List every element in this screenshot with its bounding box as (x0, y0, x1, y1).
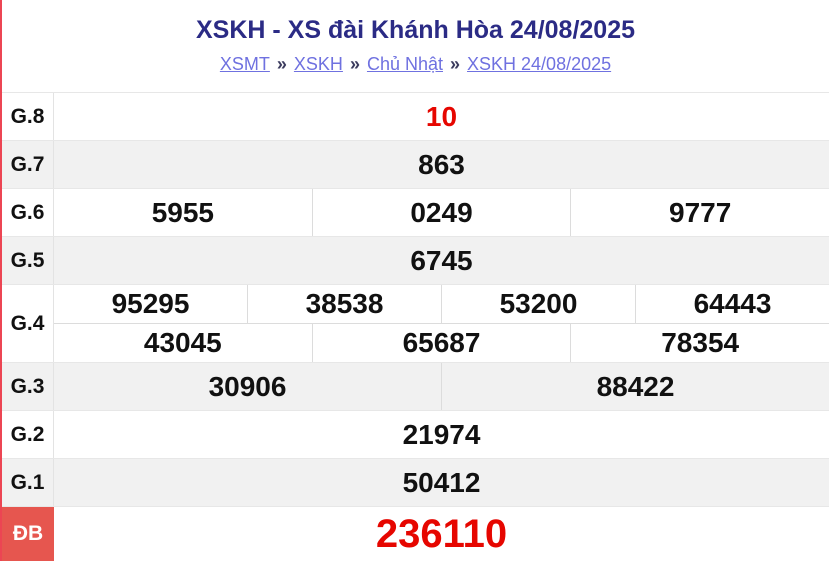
prize-number: 5955 (151, 196, 214, 228)
prize-number: 53200 (441, 285, 635, 323)
breadcrumb-link-xskh[interactable]: XSKH (293, 54, 343, 74)
prize-row-g1: G.1 50412 (2, 458, 829, 506)
page-title: XSKH - XS đài Khánh Hòa 24/08/2025 (195, 16, 636, 44)
prize-row-g3: G.3 30906 88422 (2, 362, 829, 410)
prize-number: 9777 (570, 189, 829, 236)
prize-label-g5: G.5 (2, 237, 54, 284)
prize-row-g2: G.2 21974 (2, 410, 829, 458)
prize-label-g4: G.4 (2, 285, 54, 362)
prize-number: 0249 (311, 189, 571, 236)
prize-row-special: ĐB 236110 (2, 506, 829, 561)
prize-number: 30906 (208, 370, 287, 402)
prize-number: 6745 (410, 244, 473, 276)
special-prize-number: 236110 (375, 511, 508, 556)
prize-row-g5: G.5 6745 (2, 236, 829, 284)
breadcrumb-link-weekday[interactable]: Chủ Nhật (366, 54, 443, 74)
prize-number: 50412 (402, 466, 481, 498)
prize-number: 10 (425, 100, 458, 132)
prize-row-g4: G.4 95295 38538 53200 64443 43045 65687 … (2, 284, 829, 362)
breadcrumb-separator: » (450, 54, 461, 74)
breadcrumb: XSMT » XSKH » Chủ Nhật » XSKH 24/08/2025 (2, 54, 829, 75)
prize-number: 43045 (143, 327, 222, 358)
prize-label-g3: G.3 (2, 363, 54, 410)
prize-label-g1: G.1 (2, 459, 54, 506)
prize-label-g7: G.7 (2, 141, 54, 188)
prize-row-g7: G.7 863 (2, 140, 829, 188)
prize-number: 863 (418, 148, 465, 180)
prize-label-g8: G.8 (2, 93, 54, 140)
breadcrumb-separator: » (349, 54, 360, 74)
results-table: G.8 10 G.7 863 G.6 5955 0249 9777 G.5 67… (2, 92, 829, 561)
prize-label-special: ĐB (2, 507, 54, 561)
page-header: XSKH - XS đài Khánh Hòa 24/08/2025 XSMT »… (2, 0, 829, 92)
prize-number: 38538 (247, 285, 441, 323)
prize-number: 95295 (111, 288, 190, 319)
prize-number: 64443 (635, 285, 829, 323)
prize-number: 78354 (570, 324, 829, 362)
prize-number: 21974 (402, 418, 481, 450)
breadcrumb-separator: » (276, 54, 287, 74)
prize-number: 65687 (311, 324, 571, 362)
prize-label-g2: G.2 (2, 411, 54, 458)
prize-label-g6: G.6 (2, 189, 54, 236)
prize-row-g8: G.8 10 (2, 92, 829, 140)
breadcrumb-link-draw-date[interactable]: XSKH 24/08/2025 (467, 54, 612, 74)
breadcrumb-link-xsmt[interactable]: XSMT (219, 54, 270, 74)
prize-number: 88422 (441, 363, 829, 410)
prize-row-g6: G.6 5955 0249 9777 (2, 188, 829, 236)
